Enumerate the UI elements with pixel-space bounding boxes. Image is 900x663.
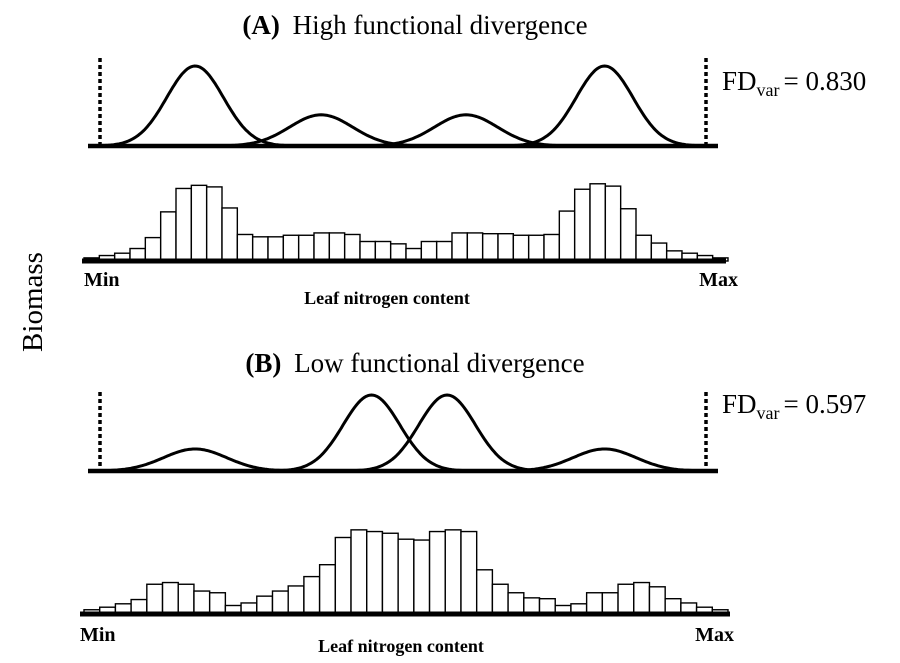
panel-a-histogram-bar [175,187,193,262]
panel-a-histogram-bar [374,240,392,262]
panel-a-histogram-bar [190,184,208,262]
panel-a-species-curve-4 [491,64,718,148]
panel-a-fd-subscript: var [757,80,780,100]
panel-a-histogram-bar [573,188,591,262]
panel-a-histogram-bar [159,211,177,262]
panel-a-title-text: High functional divergence [293,10,588,40]
panel-a-histogram-bar [282,234,300,262]
panel-b-histogram-bar [444,529,462,615]
panel-b-histogram-bar [633,581,651,615]
panel-b-histogram-bar [271,590,289,615]
panel-b-histogram-bar [366,530,384,615]
panel-a-histogram-bar [589,183,607,262]
panel-a-histogram-bar [497,232,515,262]
panel-a-histogram-bar [389,243,407,262]
panel-a-max-label: Max [699,269,738,291]
panel-b-histogram-bar [208,592,227,615]
panel-a-histogram [83,183,729,262]
panel-b-fd-label: FDvar = 0.597 [722,389,866,423]
panel-a-histogram-bar [543,233,561,262]
panel-a-histogram-bar [527,234,545,262]
panel-b-histogram-bar [334,536,352,615]
panel-a-histogram-bar [297,234,315,262]
panel-a-histogram-bar [144,236,162,262]
panel-b-histogram-bar [585,592,604,615]
panel-b-species-curve-1 [88,447,322,473]
panel-a-title-letter: (A) [242,10,279,40]
panel-b-histogram-bar [428,530,446,615]
panel-b-histogram-bar [318,564,337,615]
panel-b-histogram-bar [146,583,164,615]
panel-b-min-label: Min [80,624,116,646]
panel-a-histogram-bar [466,232,484,262]
panel-b-histogram-bar [256,595,274,615]
panel-a-curves [88,58,718,148]
panel-a-histogram-bar [619,208,637,262]
panel-a-histogram-bar [604,185,622,262]
panel-b-histogram-bar [397,538,415,615]
panel-a-min-label: Min [84,269,120,291]
panel-a-histogram-bar [481,232,499,262]
panel-b-histogram-bar [161,581,179,615]
panel-a-histogram-bar [251,236,269,262]
panel-b-title-letter: (B) [245,348,281,378]
panel-b-title: (B) Low functional divergence [245,348,584,378]
panel-a-histogram-bar [221,207,239,262]
panel-b-histogram-bar [491,583,509,615]
panel-b-histogram-bar [287,585,305,615]
panel-a-histogram-bar [512,234,530,262]
panel-a-histogram-bar [635,234,653,262]
panel-b-histogram [83,529,729,615]
panel-a-x-axis-label: Leaf nitrogen content [304,288,470,308]
panel-a-histogram-bar [343,233,361,262]
panel-b-fd-value: = 0.597 [784,389,867,419]
panel-b-fd-symbol: FD [722,389,757,419]
panel-b: (B) Low functional divergence FDvar = 0.5… [80,348,866,656]
panel-a-histogram-bar [558,210,576,262]
panel-a: (A) High functional divergence FDvar = 0.… [82,10,866,308]
panel-b-histogram-bar [350,529,368,615]
panel-b-histogram-bar [177,583,195,615]
y-axis-label: Biomass [17,252,49,352]
panel-b-max-label: Max [695,624,734,646]
panel-b-title-text: Low functional divergence [294,348,584,378]
panel-a-histogram-bar [359,240,377,262]
panel-b-histogram-bar [648,586,666,615]
panel-a-histogram-bar [267,236,285,262]
panel-a-histogram-bar [420,240,438,262]
panel-b-histogram-bar [475,569,494,615]
panel-a-fd-value: = 0.830 [784,66,867,96]
panel-b-curves [88,392,718,473]
panel-b-species-curve-2 [258,393,485,473]
panel-a-histogram-bar [313,232,331,262]
panel-b-histogram-bar [460,530,478,615]
panel-a-histogram-bar [205,186,223,262]
panel-b-fd-subscript: var [757,403,780,423]
panel-a-histogram-bar [236,233,254,262]
panel-a-histogram-bar [451,232,469,262]
panel-a-histogram-bar [650,242,668,262]
panel-b-histogram-bar [303,575,321,615]
panel-b-histogram-bar [193,590,211,615]
panel-a-histogram-bar [435,240,453,262]
panel-b-histogram-bar [381,532,399,615]
panel-a-fd-label: FDvar = 0.830 [722,66,866,100]
panel-b-histogram-bar [413,539,431,615]
panel-b-species-curve-3 [333,393,561,473]
panel-b-x-axis-label: Leaf nitrogen content [318,636,484,656]
panel-a-title: (A) High functional divergence [242,10,587,40]
panel-b-histogram-bar [617,583,635,615]
panel-b-histogram-bar [507,592,525,615]
panel-a-fd-symbol: FD [722,66,757,96]
panel-b-histogram-bar [601,592,619,615]
panel-a-histogram-bar [328,232,346,262]
